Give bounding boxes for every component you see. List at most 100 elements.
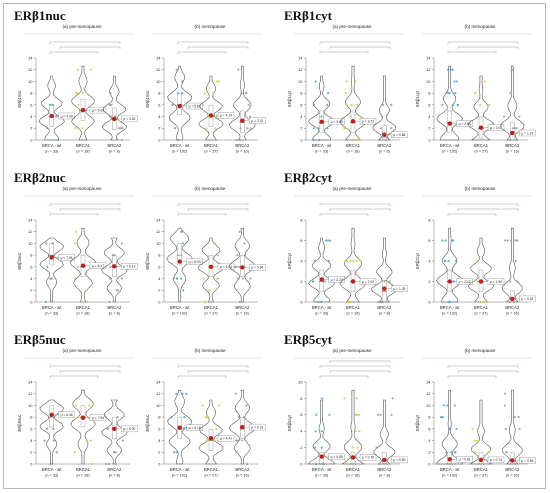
data-point [320, 430, 323, 433]
category-label-1: BRCA - wt [312, 305, 332, 310]
data-point [379, 127, 383, 130]
data-point [384, 138, 388, 142]
category-label-2: BRCA1 [76, 467, 91, 472]
data-point [85, 289, 89, 292]
category-label-2: BRCA1 [474, 305, 489, 310]
mean-marker-3 [510, 296, 515, 302]
data-point [515, 127, 518, 130]
violin-panel-8: (b) menopause 0 2 4 6 8 ERβ2cyt μ = 2.02 BRCA - … [415, 186, 536, 316]
data-point [76, 68, 79, 71]
n-label-1: (n = 102) [442, 474, 458, 478]
mean-label-3: μ = 0.63 [521, 459, 533, 463]
box-1 [49, 405, 54, 428]
data-point [108, 115, 111, 118]
data-point [241, 439, 244, 442]
data-point [358, 413, 361, 416]
box-1 [177, 243, 182, 266]
data-point [503, 404, 507, 407]
data-point [106, 427, 109, 430]
category-label-3: BRCA2 [235, 143, 250, 148]
data-point [329, 239, 332, 242]
data-point [473, 439, 476, 442]
data-point [213, 439, 216, 442]
n-label-3: (n = 8) [379, 312, 391, 316]
n-label-3: (n = 16) [506, 312, 520, 316]
mean-marker-3 [112, 426, 117, 432]
data-point [107, 462, 111, 466]
mean-label-3: μ = 0.88 [393, 133, 405, 137]
data-point [509, 280, 512, 283]
y-tick-label: 2 [300, 126, 303, 131]
data-point [381, 115, 384, 118]
significance-bracket [59, 208, 121, 211]
mean-marker-3 [112, 264, 117, 269]
n-label-3: (n = 16) [506, 474, 520, 478]
data-point [454, 259, 458, 263]
mean-marker-3 [240, 118, 245, 123]
box-3 [240, 110, 245, 133]
mean-marker-3 [510, 458, 515, 463]
y-tick-label: 12 [156, 67, 161, 72]
y-tick-label: 8 [428, 217, 431, 222]
y-tick-label: 4 [30, 276, 33, 281]
data-point [344, 92, 348, 95]
data-point [312, 280, 315, 283]
mean-marker-2 [80, 263, 86, 268]
significance-bracket [319, 213, 369, 216]
data-point [52, 427, 55, 430]
mean-label-3: μ = 3.31 [251, 119, 263, 123]
data-point [247, 103, 250, 106]
data-point [245, 404, 248, 407]
data-point [175, 451, 178, 454]
mean-label-box [186, 102, 203, 110]
significance-bracket [329, 208, 391, 211]
n-label-2: (n = 18) [346, 150, 360, 154]
data-point [181, 92, 184, 95]
mean-label-box [359, 454, 377, 461]
n-label-1: (n = 33) [315, 150, 329, 154]
violin-1 [308, 75, 336, 141]
data-point [345, 80, 348, 83]
data-point [80, 127, 84, 130]
data-point [320, 446, 323, 449]
data-point [109, 92, 112, 95]
data-point [324, 239, 328, 242]
data-point [349, 259, 352, 263]
data-point [214, 127, 217, 130]
violin-2 [71, 65, 95, 141]
panel-subtitle: (b) menopause [195, 348, 226, 353]
data-point [246, 127, 249, 130]
data-point [170, 416, 173, 419]
data-point [516, 280, 519, 283]
significance-bracket [59, 370, 121, 373]
data-point [238, 138, 242, 142]
category-label-2: BRCA1 [346, 143, 361, 148]
data-point [383, 280, 386, 283]
y-tick-label: 12 [28, 229, 33, 234]
data-point [444, 239, 447, 242]
violin-panel-1: (a) pre-menopause 0 2 4 6 8 10 12 14 ERβ1nuc μ = 4… [17, 24, 138, 154]
data-point [326, 239, 330, 242]
mean-marker-2 [350, 119, 356, 124]
y-tick-label: 4 [158, 114, 161, 119]
data-point [441, 416, 444, 419]
data-point [175, 68, 178, 71]
y-axis-label: ERβ5nuc [17, 414, 22, 431]
data-point [355, 103, 359, 106]
n-label-1: (n = 33) [45, 474, 59, 478]
y-axis-label: ERβ2cyt [415, 252, 420, 269]
data-point [355, 259, 358, 263]
data-point [516, 239, 519, 242]
data-point [238, 230, 241, 233]
data-point [327, 259, 330, 263]
data-point [240, 92, 243, 95]
data-point [453, 404, 456, 407]
data-point [243, 254, 247, 257]
data-point [351, 446, 354, 449]
y-axis-label: ERβ5cyt [415, 414, 420, 431]
box-2 [208, 428, 214, 451]
mean-marker-3 [382, 457, 387, 463]
data-point [180, 277, 183, 280]
data-point [455, 427, 458, 430]
data-point [454, 92, 457, 95]
